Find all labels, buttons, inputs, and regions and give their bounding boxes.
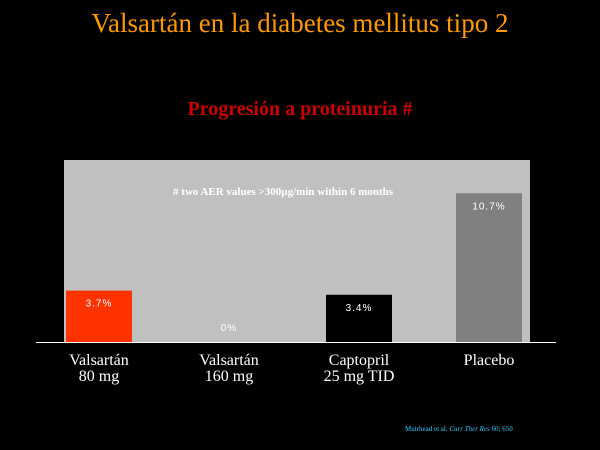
x-tick-label-line: Valsartán	[199, 352, 259, 369]
x-tick-label-1: Valsartán 80 mg	[44, 353, 154, 385]
chart-annotation: # two AER values >300µg/min within 6 mon…	[173, 186, 394, 198]
x-tick-label-line: 160 mg	[204, 368, 254, 385]
x-tick-label-3: Captopril 25 mg TID	[304, 353, 414, 385]
slide-title: Valsartán en la diabetes mellitus tipo 2	[91, 8, 509, 38]
bar-1	[66, 290, 132, 342]
x-tick-label-line: Placebo	[463, 352, 515, 369]
x-tick-label-line: 25 mg TID	[323, 368, 395, 385]
citation-journal: Curr Ther Res	[449, 425, 490, 433]
x-tick-label-4: Placebo	[434, 353, 544, 369]
citation: Muirhead et al. Curr Ther Res 60; 650	[405, 425, 513, 433]
citation-authors: Muirhead et al.	[405, 425, 448, 433]
bar-value-label-4: 10.7%	[472, 201, 505, 212]
x-tick-label-2: Valsartán 160 mg	[174, 353, 284, 385]
x-tick-label-line: 80 mg	[78, 368, 120, 385]
x-tick-label-line: Captopril	[328, 352, 390, 369]
bar-4	[456, 193, 522, 342]
bar-3	[326, 294, 392, 342]
bar-value-label-3: 3.4%	[346, 303, 373, 314]
chart-title: Progresión a proteinuria #	[187, 98, 413, 120]
plot-area	[64, 160, 530, 342]
bar-value-label-1: 3.7%	[86, 299, 113, 310]
citation-ref: 60; 650	[491, 425, 513, 433]
x-tick-label-line: Valsartán	[69, 352, 129, 369]
bar-value-label-2: 0%	[221, 323, 237, 334]
